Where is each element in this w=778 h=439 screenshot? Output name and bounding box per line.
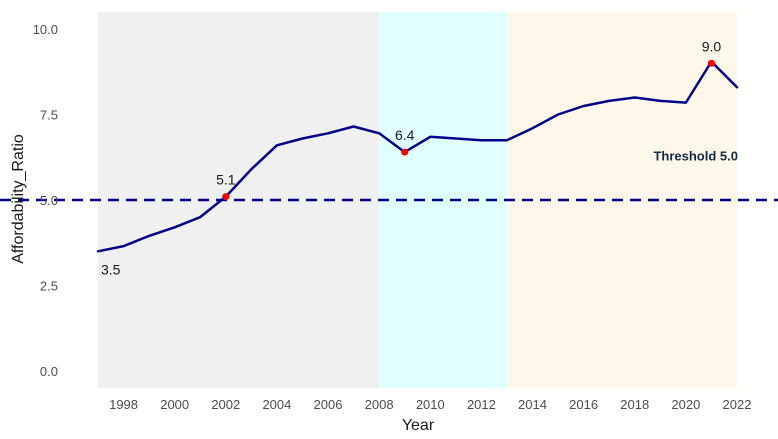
threshold-layer: Threshold 5.0 [0, 149, 778, 202]
y-tick-5.0: 5.0 [40, 193, 58, 208]
data-label-2002: 5.1 [216, 172, 236, 188]
y-axis-title: Affordability_Ratio [10, 134, 27, 264]
x-tick-2006: 2006 [314, 397, 343, 412]
y-tick-2.5: 2.5 [40, 278, 58, 293]
y-tick-7.5: 7.5 [40, 108, 58, 123]
y-tick-0.0: 0.0 [40, 364, 58, 379]
data-label-2009: 6.4 [395, 127, 415, 143]
x-tick-2016: 2016 [569, 397, 598, 412]
x-axis-title: Year [402, 417, 435, 434]
highlight-point-2021 [707, 59, 715, 67]
x-tick-2008: 2008 [365, 397, 394, 412]
x-tick-2002: 2002 [211, 397, 240, 412]
highlight-point-2009 [401, 148, 409, 156]
x-tick-2004: 2004 [262, 397, 291, 412]
x-tick-2014: 2014 [518, 397, 547, 412]
x-axis-ticks: 1998 2000 2002 2004 2006 2008 2010 2012 2014 2016… [109, 397, 751, 412]
x-tick-2018: 2018 [620, 397, 649, 412]
data-label-2021: 9.0 [702, 38, 722, 54]
y-tick-10.0: 10.0 [33, 22, 58, 37]
highlight-points: 5.1 6.4 9.0 3.5 [101, 38, 721, 277]
series-line-1 [96, 60, 739, 253]
x-tick-2020: 2020 [671, 397, 700, 412]
threshold-label: Threshold 5.0 [653, 149, 738, 164]
series-layer [96, 60, 739, 253]
x-tick-1998: 1998 [109, 397, 138, 412]
y-axis-ticks: 0.0 2.5 5.0 7.5 10.0 [33, 22, 58, 379]
data-label-1997: 3.5 [101, 261, 121, 277]
x-tick-2012: 2012 [467, 397, 496, 412]
x-tick-2022: 2022 [723, 397, 752, 412]
x-tick-2000: 2000 [160, 397, 189, 412]
x-tick-2010: 2010 [416, 397, 445, 412]
highlight-point-2002 [222, 193, 230, 201]
